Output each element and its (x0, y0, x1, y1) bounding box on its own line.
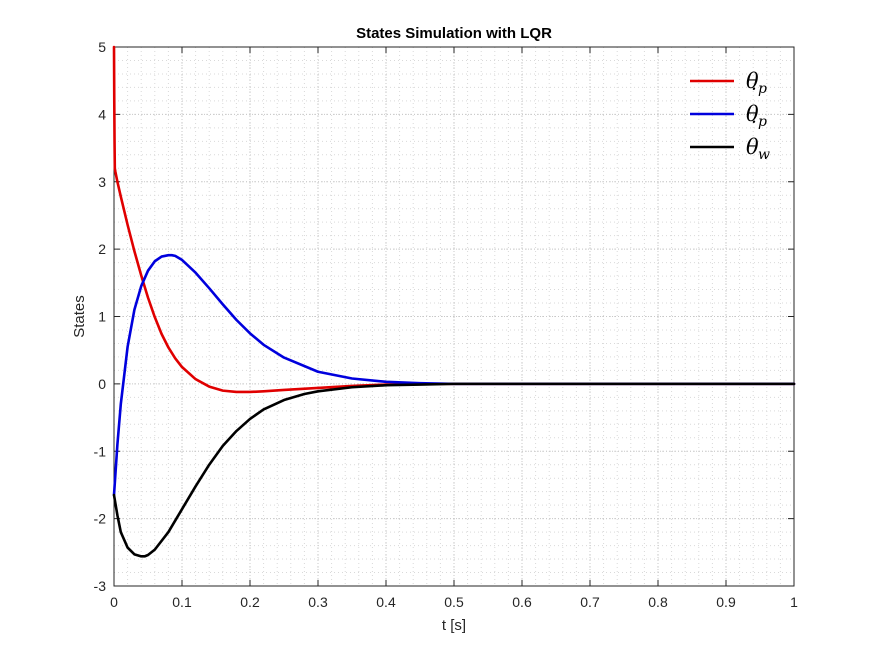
legend-symbol: θ (746, 69, 759, 93)
legend-item-2: θ˙p (690, 85, 767, 130)
x-tick-label: 0.8 (648, 594, 668, 610)
x-tick-label: 0.5 (444, 594, 464, 610)
legend-subscript: w (758, 147, 770, 163)
legend-item-3: θ˙w (690, 118, 770, 163)
x-tick-label: 0.1 (172, 594, 192, 610)
x-tick-label: 0.2 (240, 594, 260, 610)
y-tick-label: 3 (98, 174, 106, 190)
legend: θ pθ˙pθ˙w (690, 69, 770, 163)
x-tick-label: 0.6 (512, 594, 532, 610)
y-tick-label: -3 (94, 578, 107, 594)
y-tick-label: 5 (98, 39, 106, 55)
y-tick-label: -1 (94, 443, 107, 459)
legend-dot: ˙ (747, 118, 758, 142)
x-tick-label: 0.3 (308, 594, 328, 610)
legend-dot: ˙ (747, 85, 758, 109)
y-axis-label: States (71, 295, 88, 338)
x-tick-label: 0.7 (580, 594, 600, 610)
legend-subscript: p (758, 81, 767, 97)
series-layer (112, 45, 796, 558)
y-tick-label: 0 (98, 376, 106, 392)
series-line-3 (112, 382, 796, 558)
legend-subscript: p (758, 114, 767, 130)
x-tick-label: 1 (790, 594, 798, 610)
x-axis-label: t [s] (442, 617, 466, 634)
x-tick-label: 0.9 (716, 594, 736, 610)
chart-title: States Simulation with LQR (356, 25, 552, 42)
legend-symbol: θ (746, 135, 759, 159)
y-tick-label: -2 (94, 511, 107, 527)
y-tick-label: 2 (98, 241, 106, 257)
legend-symbol: θ (746, 102, 759, 126)
y-tick-label: 4 (98, 106, 106, 122)
x-tick-label: 0.4 (376, 594, 396, 610)
x-tick-label: 0 (110, 594, 118, 610)
y-tick-label: 1 (98, 309, 106, 325)
